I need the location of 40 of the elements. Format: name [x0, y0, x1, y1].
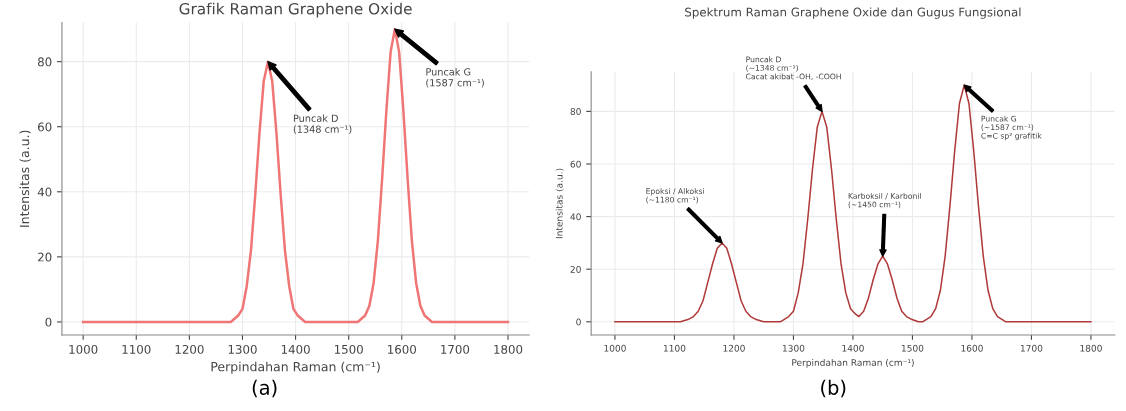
x-axis-title: Perpindahan Raman (cm⁻¹): [792, 358, 914, 368]
x-tick-label: 1300: [782, 344, 805, 352]
text: (a): [252, 379, 277, 398]
x-tick-label: 1100: [122, 344, 151, 354]
x-tick-label: 1300: [228, 344, 257, 354]
x-tick-label: 1500: [334, 344, 363, 354]
x-tick-label: 1200: [175, 344, 204, 354]
x-tick-label: 1600: [388, 344, 417, 354]
y-tick-label: 20: [570, 265, 581, 273]
x-tick-label: 1400: [842, 344, 864, 352]
x-tick-label: 1800: [494, 344, 523, 354]
y-axis-title: Intensitas (a.u.): [555, 168, 564, 239]
y-axis-title: Intensitas (a.u.): [19, 130, 31, 227]
x-tick-label: 1000: [69, 344, 98, 354]
y-tick-label: 40: [570, 213, 581, 221]
text: (b): [821, 379, 846, 398]
y-tick-label: 60: [38, 122, 52, 132]
y-tick-label: 80: [570, 108, 581, 115]
y-tick-label: 60: [570, 160, 581, 168]
chart-title: Spektrum Raman Graphene Oxide dan Gugus Fungsional: [685, 7, 1021, 19]
x-tick-label: 1200: [723, 344, 745, 352]
x-tick-label: 1700: [1020, 344, 1043, 352]
x-axis-title: Perpindahan Raman (cm⁻¹): [211, 361, 380, 374]
y-tick-label: 40: [37, 187, 52, 197]
annotation: Puncak D (1348 cm⁻¹): [293, 114, 352, 134]
x-tick-label: 1100: [663, 344, 686, 352]
x-tick-label: 1500: [901, 344, 924, 352]
y-tick-label: 20: [38, 252, 52, 262]
x-tick-label: 1000: [604, 344, 626, 352]
x-tick-label: 1800: [1080, 344, 1102, 352]
x-tick-label: 1400: [281, 344, 310, 354]
annotation: Puncak G (1587 cm⁻¹): [426, 68, 484, 88]
x-tick-label: 1600: [961, 344, 983, 352]
chart-title: Grafik Raman Graphene Oxide: [179, 2, 412, 18]
x-tick-label: 1700: [441, 344, 470, 354]
line-series: [81, 27, 510, 324]
line-series: [614, 84, 1092, 323]
y-tick-label: 80: [37, 57, 52, 67]
y-tick-label: 0: [576, 318, 581, 326]
y-tick-label: 0: [45, 317, 52, 327]
